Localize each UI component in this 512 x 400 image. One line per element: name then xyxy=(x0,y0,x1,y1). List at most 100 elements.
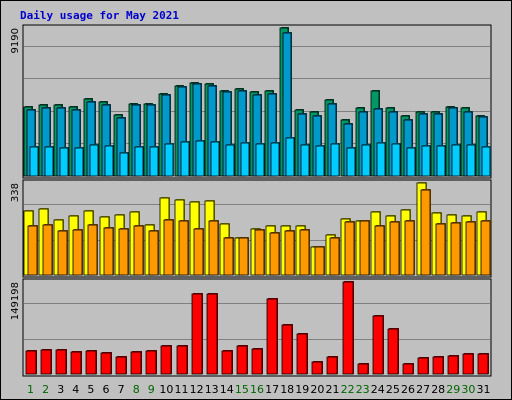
x-tick-label: 14 xyxy=(220,383,234,396)
x-tick-label: 30 xyxy=(461,383,475,396)
kbytes-bar xyxy=(357,363,369,375)
pages-bar-body xyxy=(481,146,491,177)
kbytes-bar-body xyxy=(25,350,37,375)
sites-bar xyxy=(314,246,325,276)
sites-bar xyxy=(269,232,280,276)
sites-bar-body xyxy=(389,221,400,276)
x-tick-label: 16 xyxy=(250,383,264,396)
x-tick-label: 18 xyxy=(280,383,294,396)
kbytes-bar xyxy=(206,293,218,375)
pages-bar xyxy=(436,145,446,177)
kbytes-bar-body xyxy=(70,351,82,375)
pages-bar-body xyxy=(466,144,476,177)
pages-bar xyxy=(406,147,416,177)
x-tick-label: 9 xyxy=(148,383,155,396)
sites-bar xyxy=(72,229,83,276)
pages-bar xyxy=(466,144,476,177)
pages-bar-body xyxy=(406,147,416,177)
pages-bar-body xyxy=(104,145,114,177)
sites-bar-body xyxy=(118,228,129,276)
kbytes-bar-body xyxy=(251,348,263,375)
kbytes-bar-body xyxy=(191,293,203,375)
sites-bar xyxy=(329,237,340,276)
x-tick-label: 31 xyxy=(477,383,491,396)
kbytes-bar-body xyxy=(357,363,369,375)
pages-bar-body xyxy=(391,143,401,177)
sites-bar-body xyxy=(223,237,234,276)
x-tick-label: 23 xyxy=(356,383,370,396)
kbytes-bar-body xyxy=(40,349,52,375)
kbytes-bar xyxy=(462,353,474,375)
sites-bar xyxy=(87,224,98,276)
pages-bar xyxy=(104,145,114,177)
pages-bar-body xyxy=(59,147,69,177)
pages-bar xyxy=(391,143,401,177)
kbytes-bar-body xyxy=(342,281,354,375)
pages-bar xyxy=(149,146,159,177)
pages-bar-body xyxy=(164,143,174,177)
kbytes-bar-body xyxy=(477,353,489,375)
kbytes-bar xyxy=(100,352,112,375)
pages-bar xyxy=(74,147,84,177)
people-max-label: 338 xyxy=(10,183,21,202)
requests-max-label: 9190 xyxy=(10,28,21,53)
sites-bar-body xyxy=(374,225,385,276)
pages-bar-body xyxy=(195,140,205,177)
x-tick-label: 17 xyxy=(265,383,279,396)
kbytes-bar xyxy=(40,349,52,375)
kbytes-bar-body xyxy=(236,345,248,375)
sites-bar-body xyxy=(480,220,491,276)
pages-bar xyxy=(180,141,190,177)
pages-bar xyxy=(481,146,491,177)
pages-bar xyxy=(195,140,205,177)
sites-bar-body xyxy=(148,230,159,276)
x-tick-label: 1 xyxy=(27,383,34,396)
sites-bar xyxy=(178,220,189,276)
kbytes-bar-body xyxy=(417,357,429,375)
kbytes-bar xyxy=(130,351,142,375)
pages-bar xyxy=(270,142,280,177)
pages-bar xyxy=(134,146,144,177)
sites-bar-body xyxy=(254,229,265,276)
x-tick-label: 10 xyxy=(159,383,173,396)
pages-bar-body xyxy=(285,137,295,177)
sites-bar xyxy=(465,221,476,276)
sites-bar xyxy=(118,228,129,276)
sites-bar-body xyxy=(193,228,204,276)
x-tick-label: 3 xyxy=(57,383,64,396)
x-tick-label: 2 xyxy=(42,383,49,396)
sites-bar xyxy=(238,237,249,276)
x-tick-label: 20 xyxy=(310,383,324,396)
sites-bar xyxy=(389,221,400,276)
kbytes-bar-body xyxy=(462,353,474,375)
sites-bar-body xyxy=(420,189,431,276)
sites-bar-body xyxy=(359,220,370,276)
sites-bar-body xyxy=(450,222,461,276)
pages-bar-body xyxy=(149,146,159,177)
pages-bar xyxy=(451,144,461,177)
x-tick-label: 8 xyxy=(133,383,140,396)
kbytes-bar xyxy=(266,298,278,375)
kbytes-bar xyxy=(191,293,203,375)
kbytes-bar-body xyxy=(85,350,97,375)
sites-bar-body xyxy=(465,221,476,276)
sites-bar xyxy=(27,225,38,276)
x-tick-label: 21 xyxy=(326,383,340,396)
sites-bar xyxy=(163,219,174,276)
kbytes-bar xyxy=(387,328,399,375)
sites-bar xyxy=(133,225,144,276)
pages-bar xyxy=(361,144,371,177)
sites-bar xyxy=(359,220,370,276)
sites-bar-body xyxy=(314,246,325,276)
kbytes-bar-body xyxy=(115,356,127,375)
x-axis-labels: 1 2 3 4 5 6 7 8 9 10 11 12 13 14 15 16 17 18 19 20 21 22 23 24 2… xyxy=(27,383,491,396)
kbytes-bar-body xyxy=(221,350,233,375)
x-tick-label: 29 xyxy=(446,383,460,396)
sites-bar xyxy=(103,227,114,276)
x-tick-label: 26 xyxy=(401,383,415,396)
x-tick-label: 13 xyxy=(205,383,219,396)
sites-bar-body xyxy=(404,220,415,276)
pages-bar-body xyxy=(180,141,190,177)
kbytes-bar-body xyxy=(447,355,459,375)
